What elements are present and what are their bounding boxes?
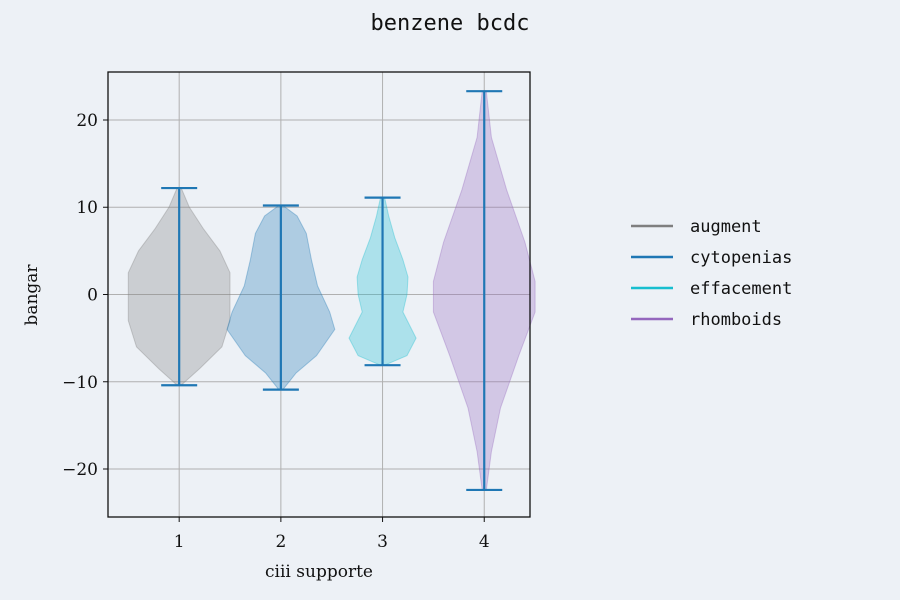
x-tick-label: 2 bbox=[275, 532, 286, 552]
x-tick-label: 1 bbox=[174, 532, 185, 552]
y-tick-label: 10 bbox=[76, 198, 98, 218]
x-axis-ticks: 1 2 3 4 bbox=[174, 517, 490, 552]
legend-label: cytopenias bbox=[690, 248, 792, 268]
whisker-lines bbox=[161, 90, 503, 492]
legend-label: rhomboids bbox=[690, 310, 782, 330]
x-tick-label: 3 bbox=[377, 532, 388, 552]
x-axis-label: ciii supporte bbox=[265, 562, 373, 582]
y-tick-label: 20 bbox=[76, 111, 98, 131]
y-tick-label: −20 bbox=[62, 460, 98, 480]
violin-bodies bbox=[127, 90, 536, 491]
y-axis-label: bangar bbox=[22, 264, 42, 326]
legend-label: effacement bbox=[690, 279, 792, 299]
y-tick-label: 0 bbox=[87, 286, 98, 306]
chart-title: benzene bcdc bbox=[371, 11, 530, 36]
y-axis-ticks: −20 −10 0 10 20 bbox=[62, 111, 108, 480]
x-tick-label: 4 bbox=[479, 532, 490, 552]
legend: augment cytopenias effacement rhomboids bbox=[631, 217, 792, 330]
y-tick-label: −10 bbox=[62, 373, 98, 393]
legend-label: augment bbox=[690, 217, 762, 237]
